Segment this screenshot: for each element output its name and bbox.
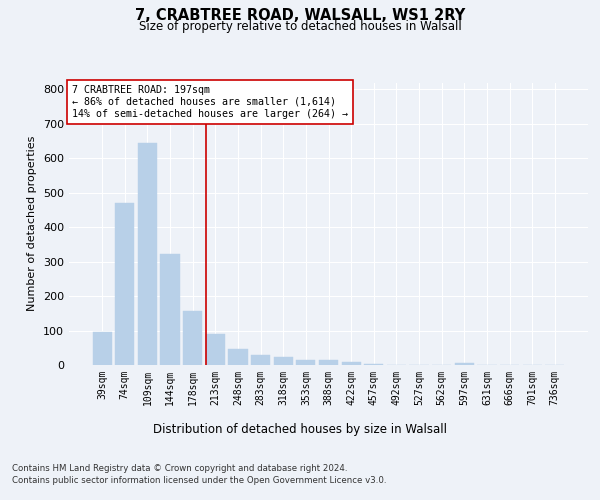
Bar (206, 334, 225, 365)
Bar (296, 360, 316, 365)
Bar (115, 203, 134, 365)
Text: Size of property relative to detached houses in Walsall: Size of property relative to detached ho… (139, 20, 461, 33)
Text: Contains HM Land Registry data © Crown copyright and database right 2024.: Contains HM Land Registry data © Crown c… (12, 464, 347, 473)
Text: 7, CRABTREE ROAD, WALSALL, WS1 2RY: 7, CRABTREE ROAD, WALSALL, WS1 2RY (135, 8, 465, 22)
Bar (274, 358, 293, 365)
Bar (160, 254, 180, 365)
Bar (229, 350, 248, 365)
Bar (319, 360, 338, 365)
Bar (251, 354, 270, 365)
Bar (183, 311, 202, 365)
Bar (455, 364, 474, 365)
Bar (92, 332, 112, 365)
Bar (364, 364, 383, 365)
Bar (341, 362, 361, 365)
Text: 7 CRABTREE ROAD: 197sqm
← 86% of detached houses are smaller (1,614)
14% of semi: 7 CRABTREE ROAD: 197sqm ← 86% of detache… (71, 86, 347, 118)
Text: Distribution of detached houses by size in Walsall: Distribution of detached houses by size … (153, 422, 447, 436)
Text: Contains public sector information licensed under the Open Government Licence v3: Contains public sector information licen… (12, 476, 386, 485)
Bar (138, 143, 157, 365)
Y-axis label: Number of detached properties: Number of detached properties (28, 136, 37, 312)
